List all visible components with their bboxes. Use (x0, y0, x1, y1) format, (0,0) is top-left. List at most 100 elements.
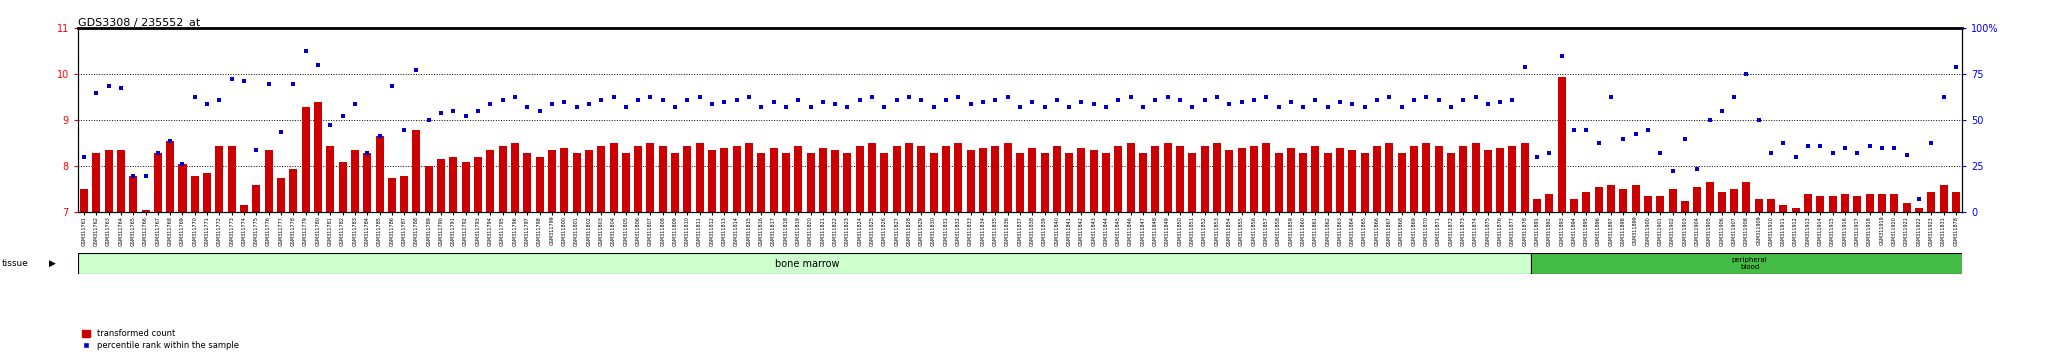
Point (709, 99, 741, 105)
Bar (1040, 153, 1049, 212)
Point (1903, 196, 1935, 201)
Bar (537, 157, 543, 212)
Point (276, 81, 309, 86)
Bar (362, 153, 371, 212)
Bar (733, 146, 741, 212)
Bar (1669, 189, 1677, 212)
Point (635, 95, 668, 100)
Bar (512, 143, 518, 212)
Bar (449, 157, 457, 212)
Point (1620, 131, 1653, 137)
Bar (1915, 208, 1923, 212)
Point (1384, 104, 1417, 109)
Point (1397, 97, 1430, 103)
Bar (1311, 146, 1319, 212)
Point (301, 62, 334, 68)
Bar (610, 143, 618, 212)
Bar (129, 176, 137, 212)
Bar (1694, 187, 1702, 212)
Bar (78, 253, 1532, 274)
Point (1323, 99, 1356, 105)
Bar (1681, 201, 1690, 212)
Point (498, 95, 530, 100)
Point (1470, 102, 1503, 107)
Point (510, 104, 543, 109)
Bar (1571, 199, 1579, 212)
Bar (672, 153, 680, 212)
Bar (1546, 194, 1554, 212)
Bar (881, 153, 889, 212)
Bar (721, 148, 729, 212)
Point (154, 138, 186, 144)
Bar (1188, 153, 1196, 212)
Bar (190, 176, 199, 212)
Bar (1065, 153, 1073, 212)
Point (1360, 97, 1393, 103)
Bar (80, 189, 88, 212)
Point (1731, 72, 1763, 77)
Point (1534, 150, 1567, 155)
Bar (1645, 196, 1653, 212)
Bar (1335, 148, 1343, 212)
Bar (289, 169, 297, 212)
Bar (1792, 208, 1800, 212)
Point (264, 129, 297, 135)
Point (696, 102, 729, 107)
Bar (1409, 146, 1417, 212)
Bar (868, 143, 877, 212)
Bar (795, 146, 803, 212)
Text: peripheral
blood: peripheral blood (1733, 257, 1767, 270)
Bar (1225, 150, 1233, 212)
Bar (635, 146, 643, 212)
Bar (684, 146, 692, 212)
Bar (1077, 148, 1085, 212)
Point (893, 95, 926, 100)
Point (1497, 97, 1530, 103)
Bar (1890, 194, 1898, 212)
Point (375, 83, 408, 89)
Point (190, 102, 223, 107)
Bar (1817, 196, 1825, 212)
Bar (1853, 196, 1862, 212)
Bar (1939, 185, 1948, 212)
Bar (1323, 153, 1331, 212)
Point (350, 150, 383, 155)
Point (1694, 118, 1726, 123)
Point (1718, 95, 1751, 100)
Point (1890, 152, 1923, 158)
Bar (893, 146, 901, 212)
Point (991, 95, 1024, 100)
Point (424, 111, 457, 116)
Point (1446, 97, 1479, 103)
Point (770, 104, 803, 109)
Bar (1016, 153, 1024, 212)
Bar (930, 153, 938, 212)
Bar (1841, 194, 1849, 212)
Point (215, 76, 248, 82)
Point (684, 95, 717, 100)
Bar (387, 178, 395, 212)
Point (844, 97, 877, 103)
Bar (1434, 146, 1442, 212)
Bar (1497, 148, 1503, 212)
Point (1016, 99, 1049, 105)
Text: tissue: tissue (2, 259, 29, 268)
Point (881, 97, 913, 103)
Bar (549, 150, 555, 212)
Point (1163, 97, 1196, 103)
Point (473, 102, 506, 107)
Bar (1102, 153, 1110, 212)
Bar (1004, 143, 1012, 212)
Bar (1286, 148, 1294, 212)
Bar (338, 162, 346, 212)
Point (1212, 102, 1245, 107)
Bar (1249, 146, 1257, 212)
Bar (598, 146, 606, 212)
Point (807, 99, 840, 105)
Point (141, 150, 174, 155)
Bar (1421, 143, 1430, 212)
Bar (1384, 143, 1393, 212)
Point (178, 95, 211, 100)
Point (1780, 154, 1812, 160)
Point (1509, 64, 1542, 70)
